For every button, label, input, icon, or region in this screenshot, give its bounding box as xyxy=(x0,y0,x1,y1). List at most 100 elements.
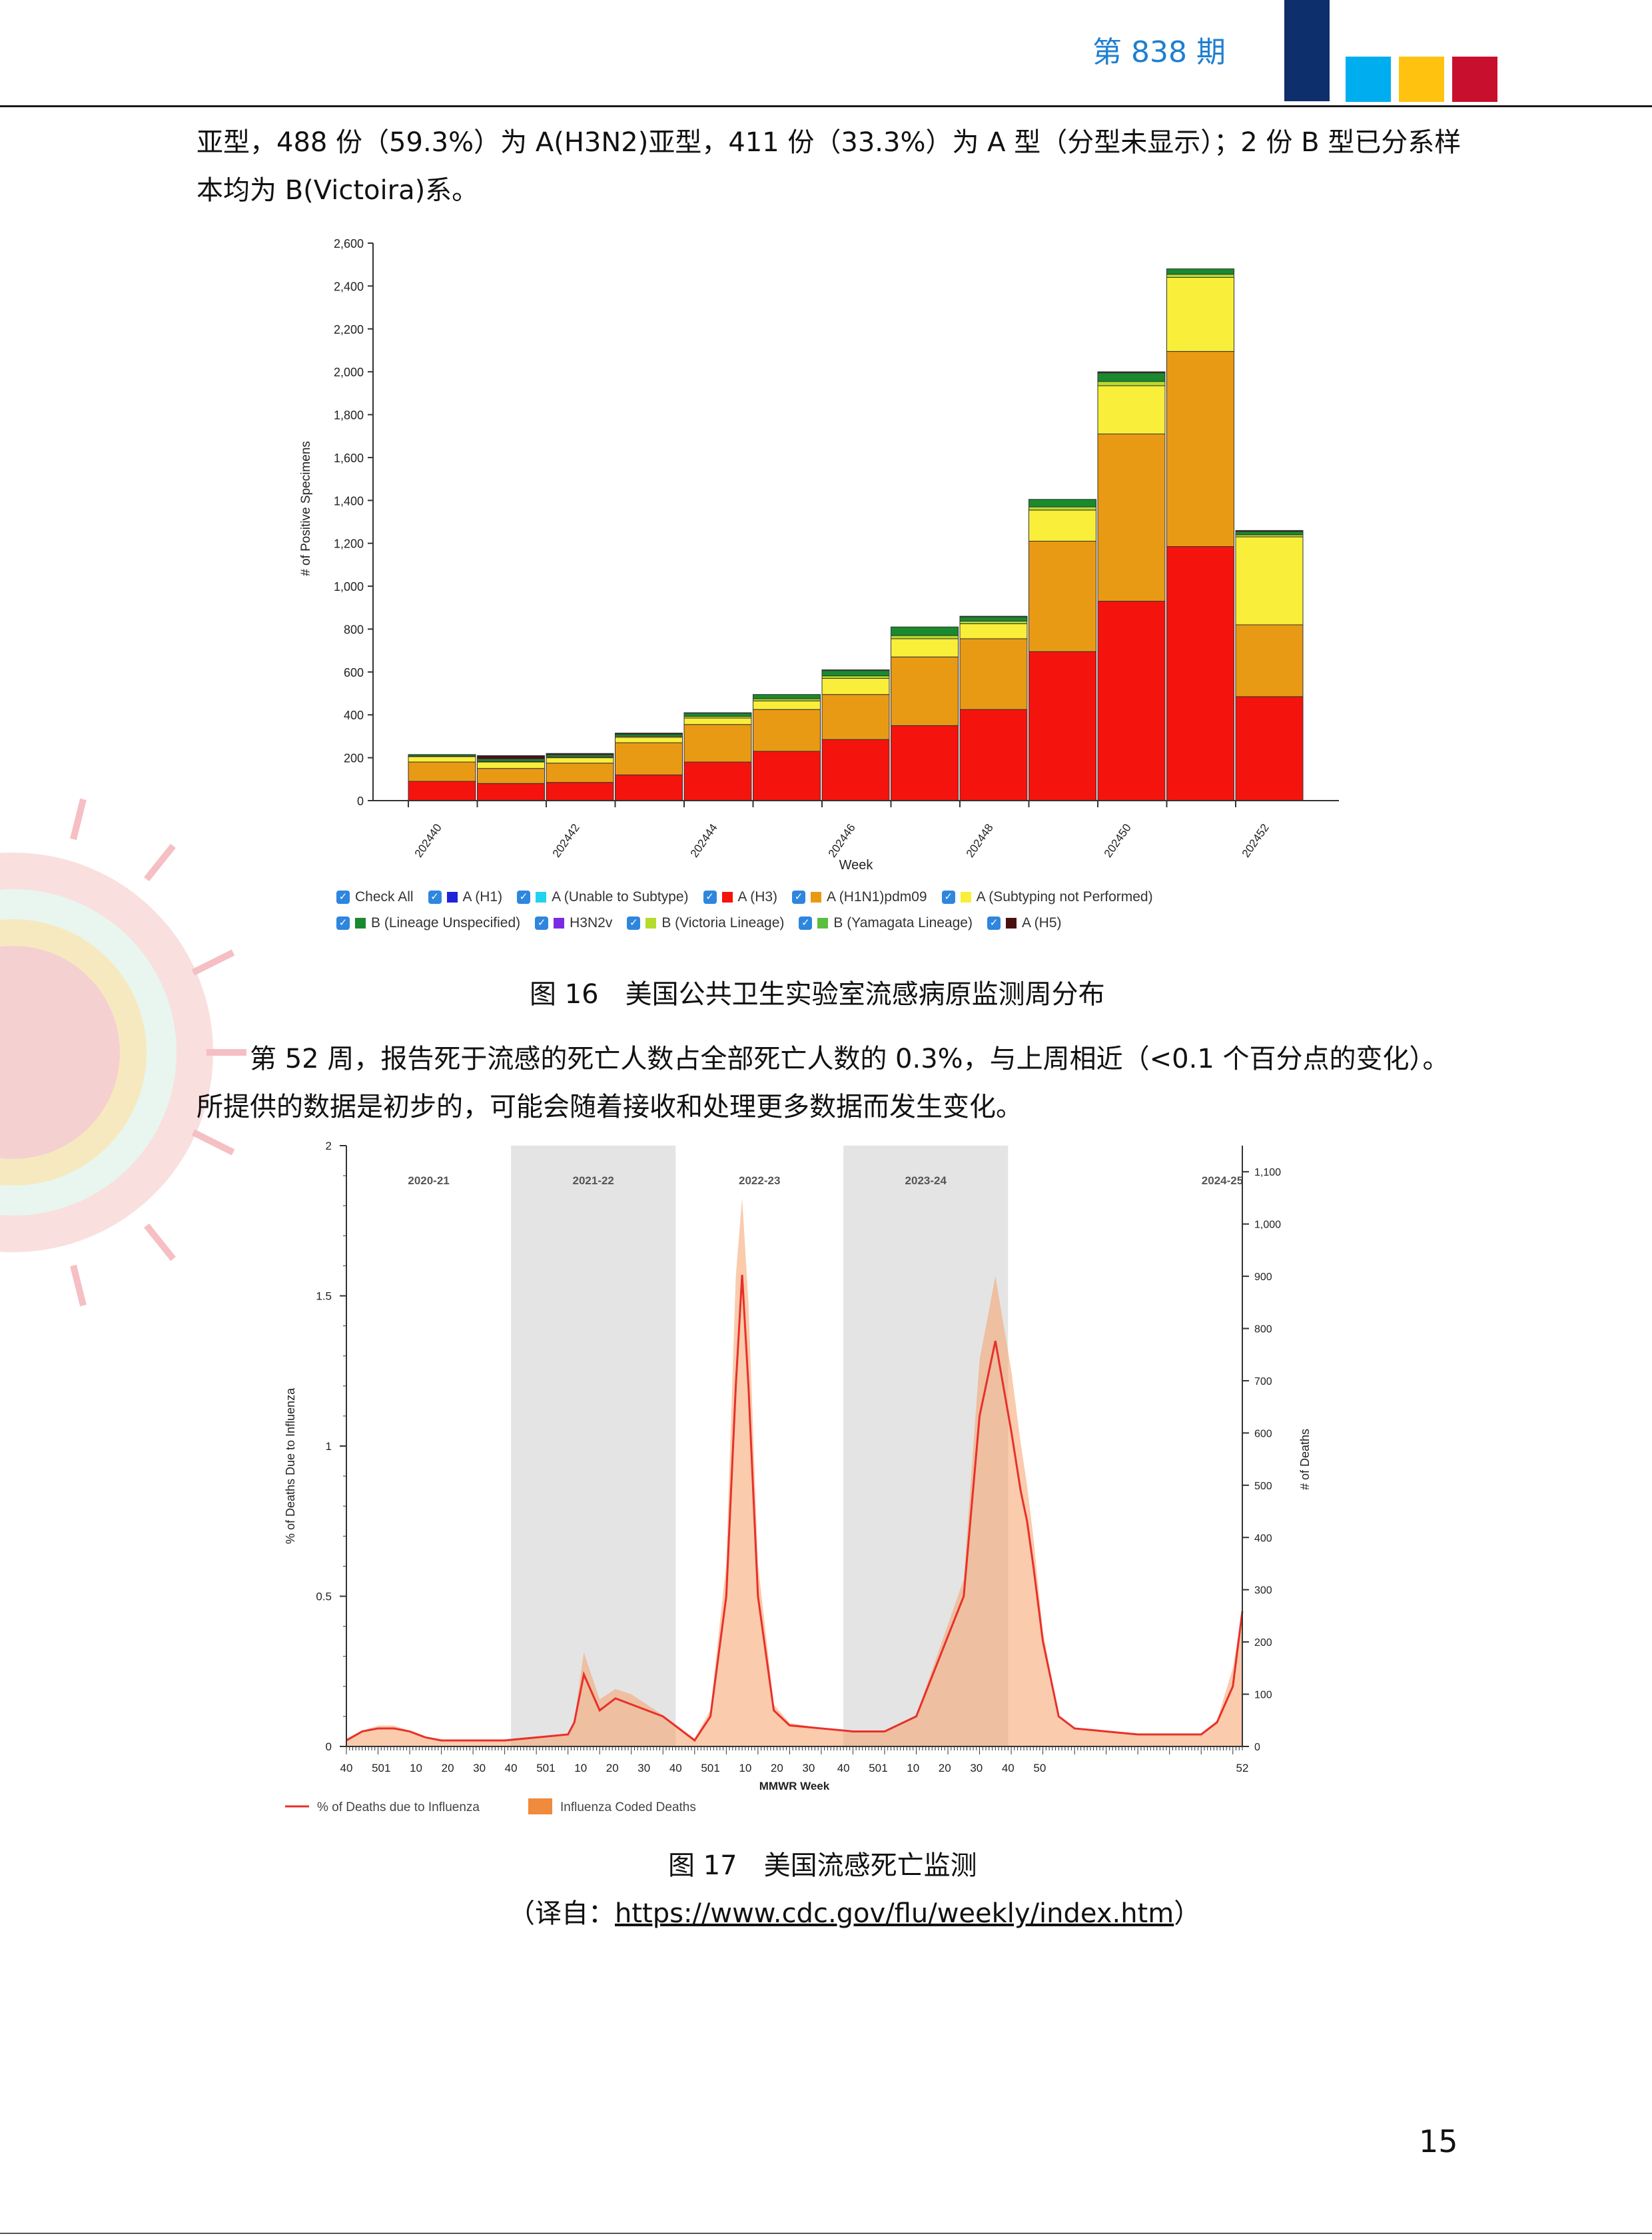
bar-segment[interactable] xyxy=(1029,506,1096,511)
legend-item[interactable]: ✓ A (Subtyping not Performed) xyxy=(941,889,1153,905)
checkbox-icon[interactable]: ✓ xyxy=(336,891,350,904)
bar-segment[interactable] xyxy=(959,615,1028,617)
bar-segment[interactable] xyxy=(821,670,890,677)
bar-segment[interactable] xyxy=(821,675,890,679)
bar-segment[interactable] xyxy=(753,694,821,699)
bar-segment[interactable] xyxy=(1235,530,1304,532)
bar-segment[interactable] xyxy=(477,768,545,784)
legend-item[interactable]: ✓ A (H1) xyxy=(428,889,503,905)
bar-segment[interactable] xyxy=(477,755,545,759)
source-link[interactable]: https://www.cdc.gov/flu/weekly/index.htm xyxy=(615,1898,1174,1929)
bar-segment[interactable] xyxy=(683,713,752,717)
bar-segment[interactable] xyxy=(959,616,1028,622)
figure-16-caption: 图 16 美国公共卫生实验室流感病原监测周分布 xyxy=(530,979,1105,1010)
bar-segment[interactable] xyxy=(408,754,476,757)
bar-segment[interactable] xyxy=(821,694,890,740)
season-label: 2020-21 xyxy=(408,1174,449,1187)
legend-item[interactable]: ✓ A (H3) xyxy=(703,889,777,905)
bar-segment[interactable] xyxy=(1166,546,1234,801)
bar-segment[interactable] xyxy=(821,669,890,671)
bar-segment[interactable] xyxy=(615,742,683,775)
bar-segment[interactable] xyxy=(477,783,545,801)
legend-item[interactable]: ✓ B (Victoria Lineage) xyxy=(627,915,784,931)
bar-segment[interactable] xyxy=(891,656,959,726)
legend-item[interactable]: ✓ A (H5) xyxy=(987,915,1062,931)
bar-segment[interactable] xyxy=(408,756,476,763)
bar-segment[interactable] xyxy=(959,621,1028,624)
checkbox-icon[interactable]: ✓ xyxy=(336,917,350,930)
checkbox-icon[interactable]: ✓ xyxy=(799,917,813,930)
bar-segment[interactable] xyxy=(1166,277,1234,352)
bar-segment[interactable] xyxy=(1029,651,1096,801)
checkbox-icon[interactable]: ✓ xyxy=(517,891,531,904)
left-tick-label: 1 xyxy=(326,1440,332,1453)
bar-segment[interactable] xyxy=(821,678,890,695)
bar-segment[interactable] xyxy=(1235,624,1304,697)
bar-segment[interactable] xyxy=(683,761,752,801)
bar-segment[interactable] xyxy=(546,763,614,783)
bar-segment[interactable] xyxy=(1097,434,1166,602)
legend-check-all[interactable]: ✓ Check All xyxy=(336,889,414,905)
bar-segment[interactable] xyxy=(546,782,614,801)
bar-segment[interactable] xyxy=(891,626,959,636)
bar-segment[interactable] xyxy=(1029,499,1096,508)
journal-logo xyxy=(1284,0,1497,102)
checkbox-icon[interactable]: ✓ xyxy=(987,917,1001,930)
legend-item[interactable]: ✓ B (Yamagata Lineage) xyxy=(799,915,973,931)
bar-segment[interactable] xyxy=(753,709,821,752)
bar-segment[interactable] xyxy=(959,709,1028,801)
bar-segment[interactable] xyxy=(408,781,476,801)
legend-label: A (H1) xyxy=(462,889,503,905)
bar-segment[interactable] xyxy=(891,635,959,639)
figure-17-caption: 图 17 美国流感死亡监测 xyxy=(668,1850,977,1881)
checkbox-icon[interactable]: ✓ xyxy=(941,891,955,904)
bar-segment[interactable] xyxy=(1097,601,1166,801)
checkbox-icon[interactable]: ✓ xyxy=(535,917,549,930)
bar-segment[interactable] xyxy=(1097,385,1166,435)
bar-segment[interactable] xyxy=(1097,372,1166,382)
bar-segment[interactable] xyxy=(615,737,683,743)
bar-segment[interactable] xyxy=(1029,510,1096,542)
right-tick-label: 0 xyxy=(1254,1742,1260,1753)
bar-segment[interactable] xyxy=(821,739,890,801)
checkbox-icon[interactable]: ✓ xyxy=(428,891,442,904)
legend-item[interactable]: ✓ A (H1N1)pdm09 xyxy=(792,889,927,905)
bar-segment[interactable] xyxy=(683,724,752,763)
legend-swatch xyxy=(536,892,547,903)
bar-segment[interactable] xyxy=(615,733,683,735)
bar-segment[interactable] xyxy=(546,753,614,755)
bar-segment[interactable] xyxy=(683,717,752,725)
bar-segment[interactable] xyxy=(1235,531,1304,536)
legend-item[interactable]: ✓ H3N2v xyxy=(535,915,612,931)
legend-label: % of Deaths due to Influenza xyxy=(317,1800,480,1814)
legend-item[interactable]: ✓ B (Lineage Unspecified) xyxy=(336,915,520,931)
checkbox-icon[interactable]: ✓ xyxy=(703,891,717,904)
bar-segment[interactable] xyxy=(1235,696,1304,801)
bar-segment[interactable] xyxy=(753,700,821,710)
bar-segment[interactable] xyxy=(753,751,821,801)
bar-segment[interactable] xyxy=(959,623,1028,639)
bar-segment[interactable] xyxy=(477,761,545,769)
bar-segment[interactable] xyxy=(1166,351,1234,548)
bar-segment[interactable] xyxy=(1097,381,1166,386)
bar-segment[interactable] xyxy=(891,638,959,657)
bar-segment[interactable] xyxy=(546,757,614,764)
bar-segment[interactable] xyxy=(891,725,959,801)
bar-segment[interactable] xyxy=(1029,540,1096,652)
bar-segment[interactable] xyxy=(408,761,476,782)
right-tick-label: 900 xyxy=(1254,1272,1272,1283)
right-tick-label: 400 xyxy=(1254,1533,1272,1544)
bar-segment[interactable] xyxy=(1166,274,1234,278)
season-label: 2021-22 xyxy=(573,1174,614,1187)
bar-segment[interactable] xyxy=(477,758,545,762)
bar-segment[interactable] xyxy=(1097,371,1166,374)
legend-item[interactable]: ✓ A (Unable to Subtype) xyxy=(517,889,689,905)
x-tick-label: 1 xyxy=(713,1762,719,1774)
bar-segment[interactable] xyxy=(615,774,683,801)
x-tick-label: 1 xyxy=(881,1762,887,1774)
bar-segment[interactable] xyxy=(959,638,1028,710)
checkbox-icon[interactable]: ✓ xyxy=(627,917,641,930)
bar-segment[interactable] xyxy=(1235,536,1304,625)
checkbox-icon[interactable]: ✓ xyxy=(792,891,806,904)
bar-segment[interactable] xyxy=(1166,268,1234,275)
